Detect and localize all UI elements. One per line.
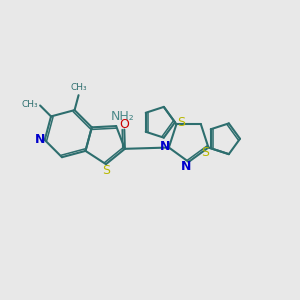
Text: S: S bbox=[102, 164, 110, 177]
Text: S: S bbox=[202, 146, 209, 159]
Text: N: N bbox=[181, 160, 191, 173]
Text: CH₃: CH₃ bbox=[71, 83, 88, 92]
Text: NH₂: NH₂ bbox=[110, 110, 134, 123]
Text: S: S bbox=[178, 116, 185, 129]
Text: O: O bbox=[119, 118, 129, 131]
Text: CH₃: CH₃ bbox=[22, 100, 39, 109]
Text: N: N bbox=[34, 134, 45, 146]
Text: N: N bbox=[160, 140, 170, 153]
